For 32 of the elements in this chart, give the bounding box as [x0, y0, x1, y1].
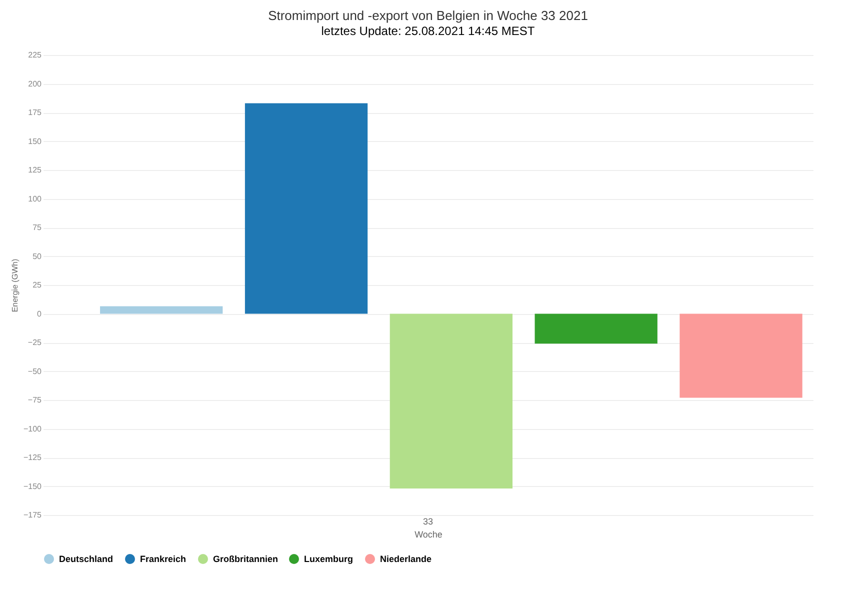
y-tick-label: 50	[32, 252, 42, 261]
x-tick-label: 33	[422, 516, 434, 526]
y-tick-label: −125	[23, 453, 42, 462]
y-tick-label: −100	[23, 424, 42, 434]
y-tick-label: 200	[28, 79, 42, 88]
bar	[244, 103, 368, 314]
y-tick-label: 25	[32, 280, 42, 290]
y-tick-label: 100	[28, 194, 42, 204]
y-tick-label: 0	[37, 309, 42, 318]
y-tick-label: 150	[28, 136, 42, 146]
legend-label: Deutschland	[59, 554, 114, 564]
y-tick-label: 225	[28, 50, 42, 60]
x-axis-title: Woche	[414, 530, 442, 540]
bar	[534, 314, 658, 344]
bar	[390, 314, 513, 489]
y-tick-label: −25	[28, 338, 42, 347]
y-tick-label: 175	[28, 108, 42, 117]
y-tick-label: −50	[28, 366, 42, 376]
chart-title: Stromimport und -export von Belgien in Woche 33 2021	[268, 8, 588, 23]
text: letztes Update: 25.08.2021 14:45 MEST	[321, 24, 536, 38]
y-tick-label: 125	[28, 166, 42, 174]
bar	[680, 314, 802, 398]
y-tick-label: 75	[32, 223, 42, 232]
legend-label: Niederlande	[380, 554, 432, 564]
y-axis-title: Energie (GWh)	[10, 258, 20, 312]
legend-label: Luxemburg	[304, 554, 354, 564]
y-tick-label: −75	[28, 396, 42, 404]
y-tick-label: −150	[23, 482, 42, 491]
bar	[100, 306, 223, 314]
y-tick-label: −175	[23, 510, 42, 520]
legend-label: Frankreich	[140, 554, 186, 564]
legend-label: Großbritannien	[213, 554, 278, 564]
